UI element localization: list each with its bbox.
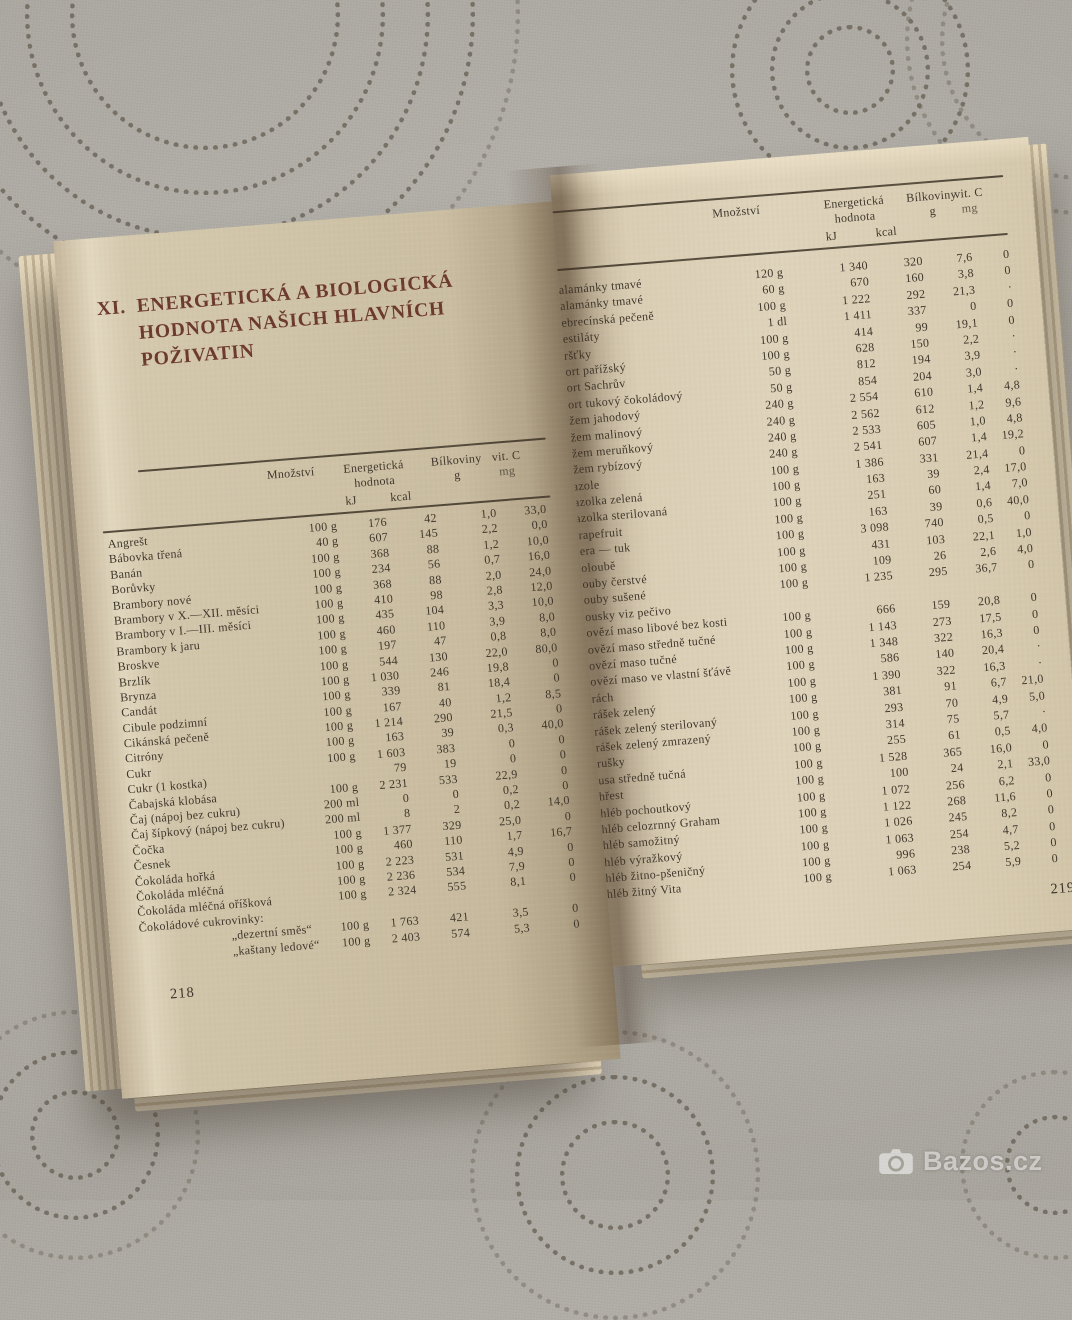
camera-icon bbox=[879, 1148, 913, 1174]
chapter-number: XI. bbox=[96, 296, 127, 321]
column-header-kcal: kcal bbox=[875, 223, 898, 240]
chapter-title-text: ENERGETICKÁ A BIOLOGICKÁ HODNOTA NAŠICH … bbox=[135, 270, 454, 371]
open-book: XI. ENERGETICKÁ A BIOLOGICKÁ HODNOTA NAŠ… bbox=[0, 107, 1072, 1124]
right-page-number: 219 bbox=[1049, 879, 1072, 898]
left-page-number: 218 bbox=[169, 984, 196, 1003]
column-header-kcal: kcal bbox=[389, 488, 413, 505]
left-table-rows: Angrešt 100 g 176 42 1,0 33,0 Bábovka tř… bbox=[107, 501, 585, 966]
right-table-rows: Dalamánky tmavé 120 g 1 340 320 7,6 0 Da… bbox=[558, 246, 1068, 904]
photo-of-open-book: { "watermark": { "label": "Bazos.cz", "i… bbox=[0, 0, 1072, 1200]
right-page: Množství Energetická hodnota kJ kcal Bíl… bbox=[549, 136, 1072, 967]
watermark: Bazos.cz bbox=[878, 1146, 1043, 1177]
left-page: XI. ENERGETICKÁ A BIOLOGICKÁ HODNOTA NAŠ… bbox=[53, 201, 621, 1099]
chapter-title: XI. ENERGETICKÁ A BIOLOGICKÁ HODNOTA NAŠ… bbox=[96, 268, 459, 377]
food-name: Cukr bbox=[125, 765, 152, 782]
watermark-text: Bazos.cz bbox=[923, 1146, 1043, 1176]
